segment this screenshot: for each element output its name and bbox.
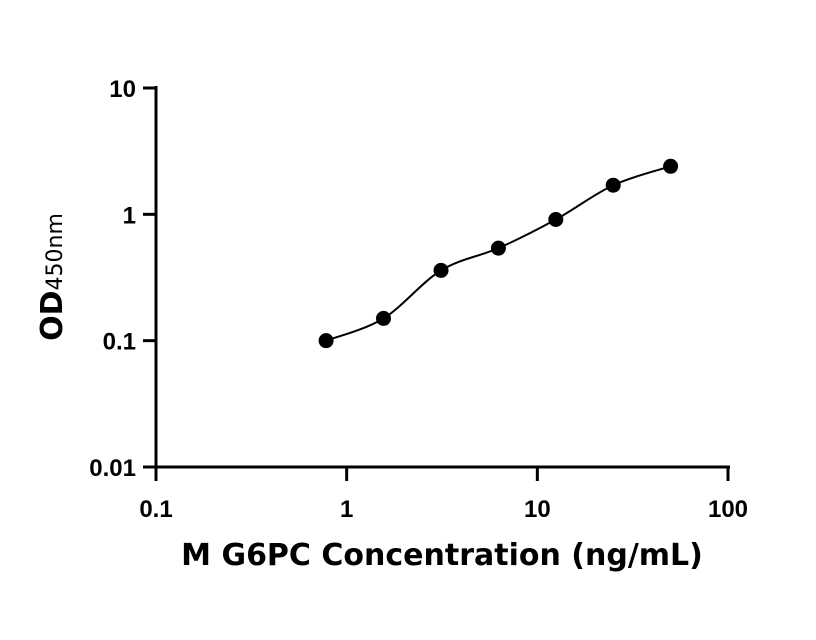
svg-text:OD450nm: OD450nm: [35, 213, 70, 341]
data-point: [490, 240, 506, 256]
x-axis-title: M G6PC Concentration (ng/mL): [181, 538, 703, 573]
y-axis-title-main: OD: [35, 290, 70, 340]
x-tick-label: 0.1: [139, 496, 172, 523]
x-ticks: 0.1 1 10 100: [139, 467, 748, 523]
data-points: [318, 158, 679, 349]
y-axis-title-subscript: 450nm: [43, 213, 68, 290]
axes: [154, 86, 730, 469]
data-point: [605, 177, 621, 193]
x-tick-label: 1: [340, 496, 353, 523]
x-tick-label: 100: [708, 496, 748, 523]
data-point: [433, 262, 449, 278]
y-tick-label: 10: [109, 76, 136, 103]
y-axis-title: OD450nm: [35, 213, 70, 341]
data-point: [375, 310, 391, 326]
data-point: [548, 212, 564, 228]
x-tick-label: 10: [524, 496, 551, 523]
y-ticks: 0.01 0.1 1 10: [89, 76, 156, 482]
y-tick-label: 0.01: [89, 455, 136, 482]
y-tick-label: 0.1: [103, 329, 136, 356]
y-tick-label: 1: [123, 202, 136, 229]
data-point: [318, 333, 334, 349]
data-point: [663, 158, 679, 174]
